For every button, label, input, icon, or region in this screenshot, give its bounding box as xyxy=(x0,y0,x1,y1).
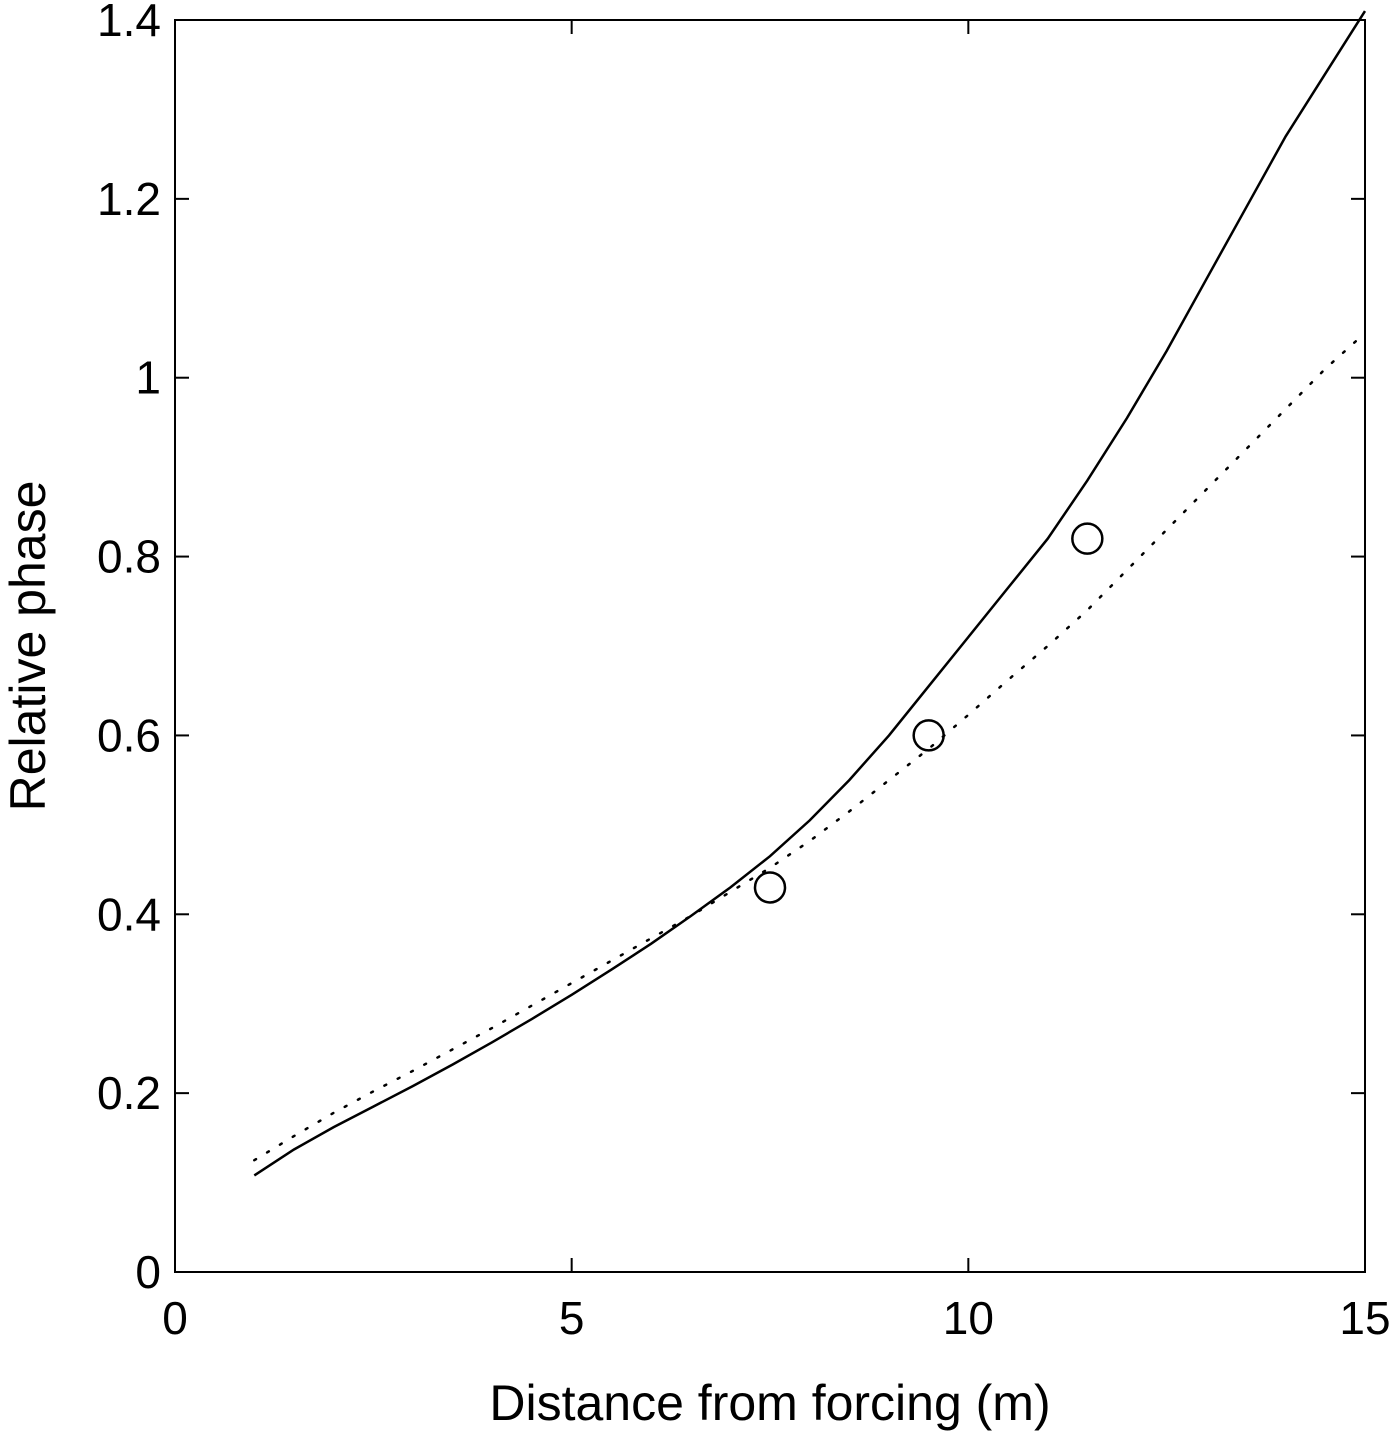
data-point-marker xyxy=(753,871,787,904)
y-tick-label: 1.4 xyxy=(97,0,161,46)
y-tick-label: 0 xyxy=(135,1246,161,1298)
data-point-marker xyxy=(1071,522,1104,555)
y-axis-label: Relative phase xyxy=(0,481,56,812)
x-tick-label: 15 xyxy=(1339,1292,1390,1344)
y-tick-label: 0.2 xyxy=(97,1067,161,1119)
x-tick-label: 10 xyxy=(943,1292,994,1344)
data-series xyxy=(253,10,1367,1177)
axis-tick-labels: 0 5 10 15 0 0.2 0.4 0.6 0.8 1 1.2 1.4 xyxy=(97,0,1391,1344)
dotted-series-line xyxy=(253,331,1367,1162)
y-tick-label: 1.2 xyxy=(97,173,161,225)
solid-series-line xyxy=(253,10,1367,1177)
y-tick-label: 0.6 xyxy=(97,709,161,761)
y-tick-label: 1 xyxy=(135,352,161,404)
data-point-marker xyxy=(912,719,945,752)
y-tick-label: 0.8 xyxy=(97,531,161,583)
x-tick-label: 0 xyxy=(162,1292,188,1344)
x-tick-label: 5 xyxy=(559,1292,585,1344)
x-axis-label: Distance from forcing (m) xyxy=(489,1375,1050,1431)
axis-ticks xyxy=(174,19,1366,1273)
plot-area xyxy=(174,19,1366,1273)
y-tick-label: 0.4 xyxy=(97,888,161,940)
